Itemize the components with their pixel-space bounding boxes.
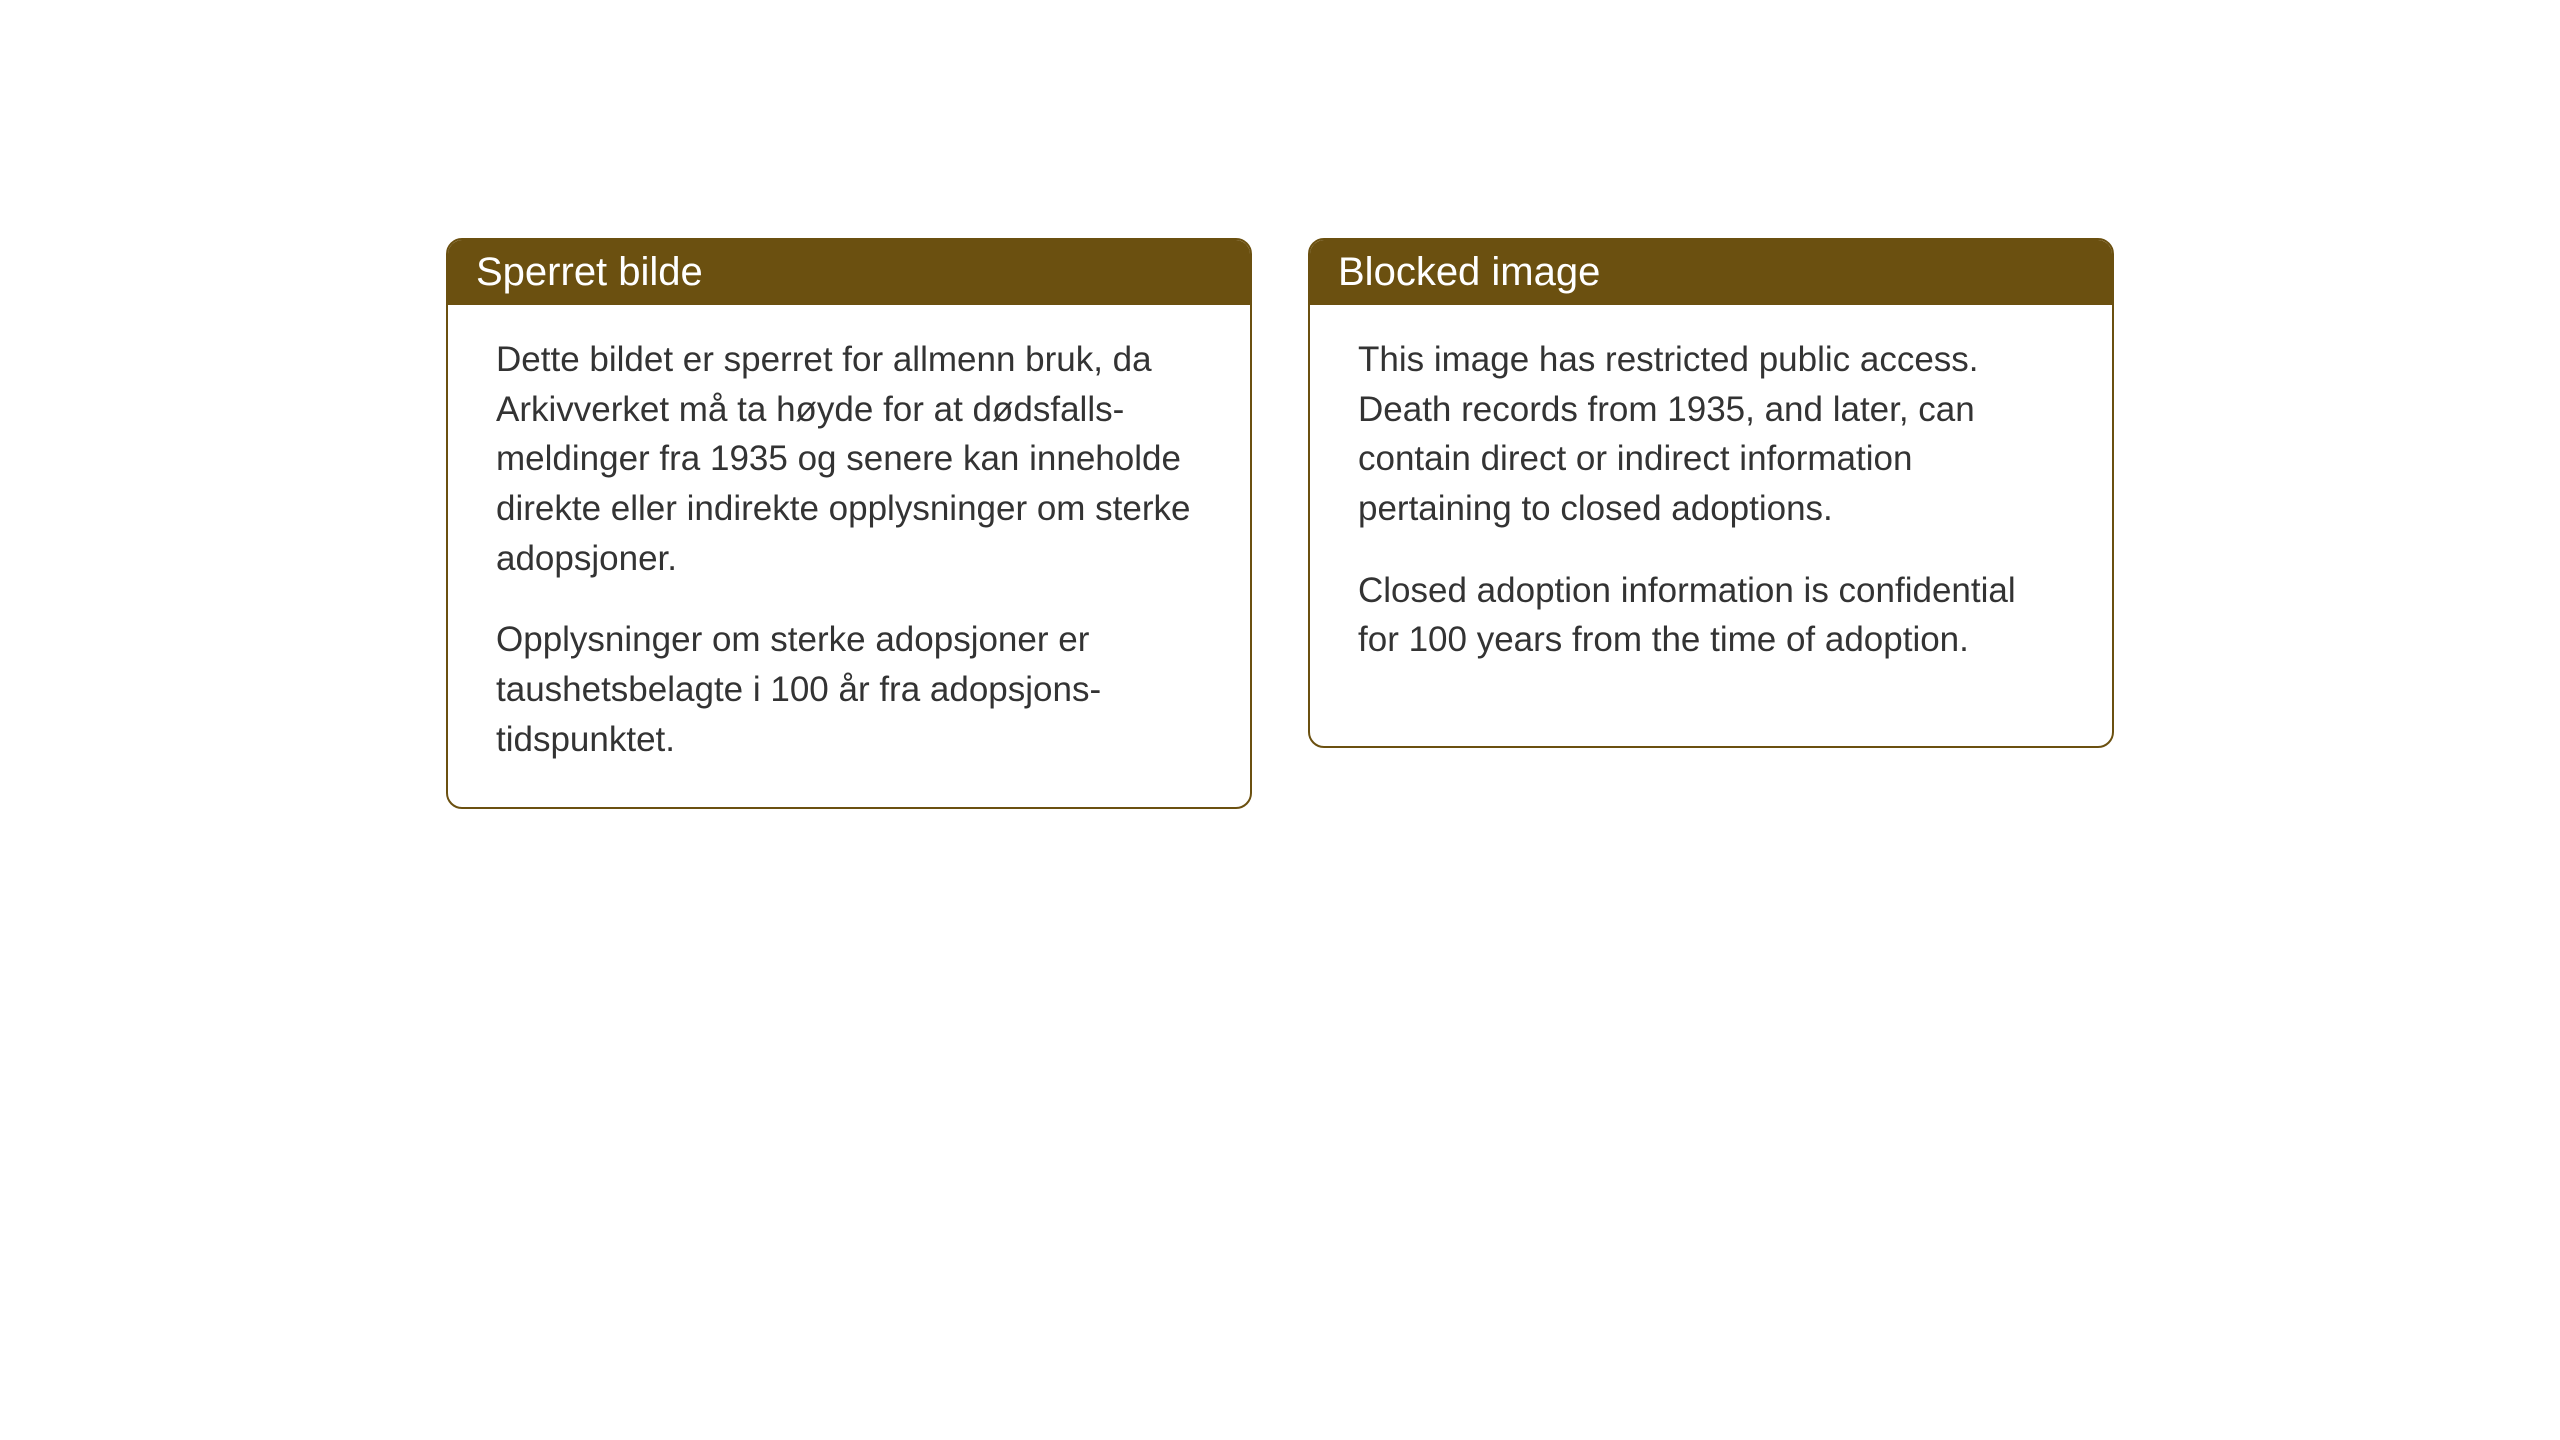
card-paragraph: This image has restricted public access.… <box>1358 335 2064 534</box>
notice-cards-container: Sperret bilde Dette bildet er sperret fo… <box>446 238 2114 809</box>
card-body-english: This image has restricted public access.… <box>1310 305 2112 707</box>
card-header-norwegian: Sperret bilde <box>448 240 1250 305</box>
card-title: Blocked image <box>1338 250 1600 294</box>
card-paragraph: Closed adoption information is confident… <box>1358 566 2064 665</box>
notice-card-english: Blocked image This image has restricted … <box>1308 238 2114 748</box>
card-paragraph: Dette bildet er sperret for allmenn bruk… <box>496 335 1202 583</box>
card-title: Sperret bilde <box>476 250 703 294</box>
card-paragraph: Opplysninger om sterke adopsjoner er tau… <box>496 615 1202 764</box>
card-body-norwegian: Dette bildet er sperret for allmenn bruk… <box>448 305 1250 807</box>
card-header-english: Blocked image <box>1310 240 2112 305</box>
notice-card-norwegian: Sperret bilde Dette bildet er sperret fo… <box>446 238 1252 809</box>
